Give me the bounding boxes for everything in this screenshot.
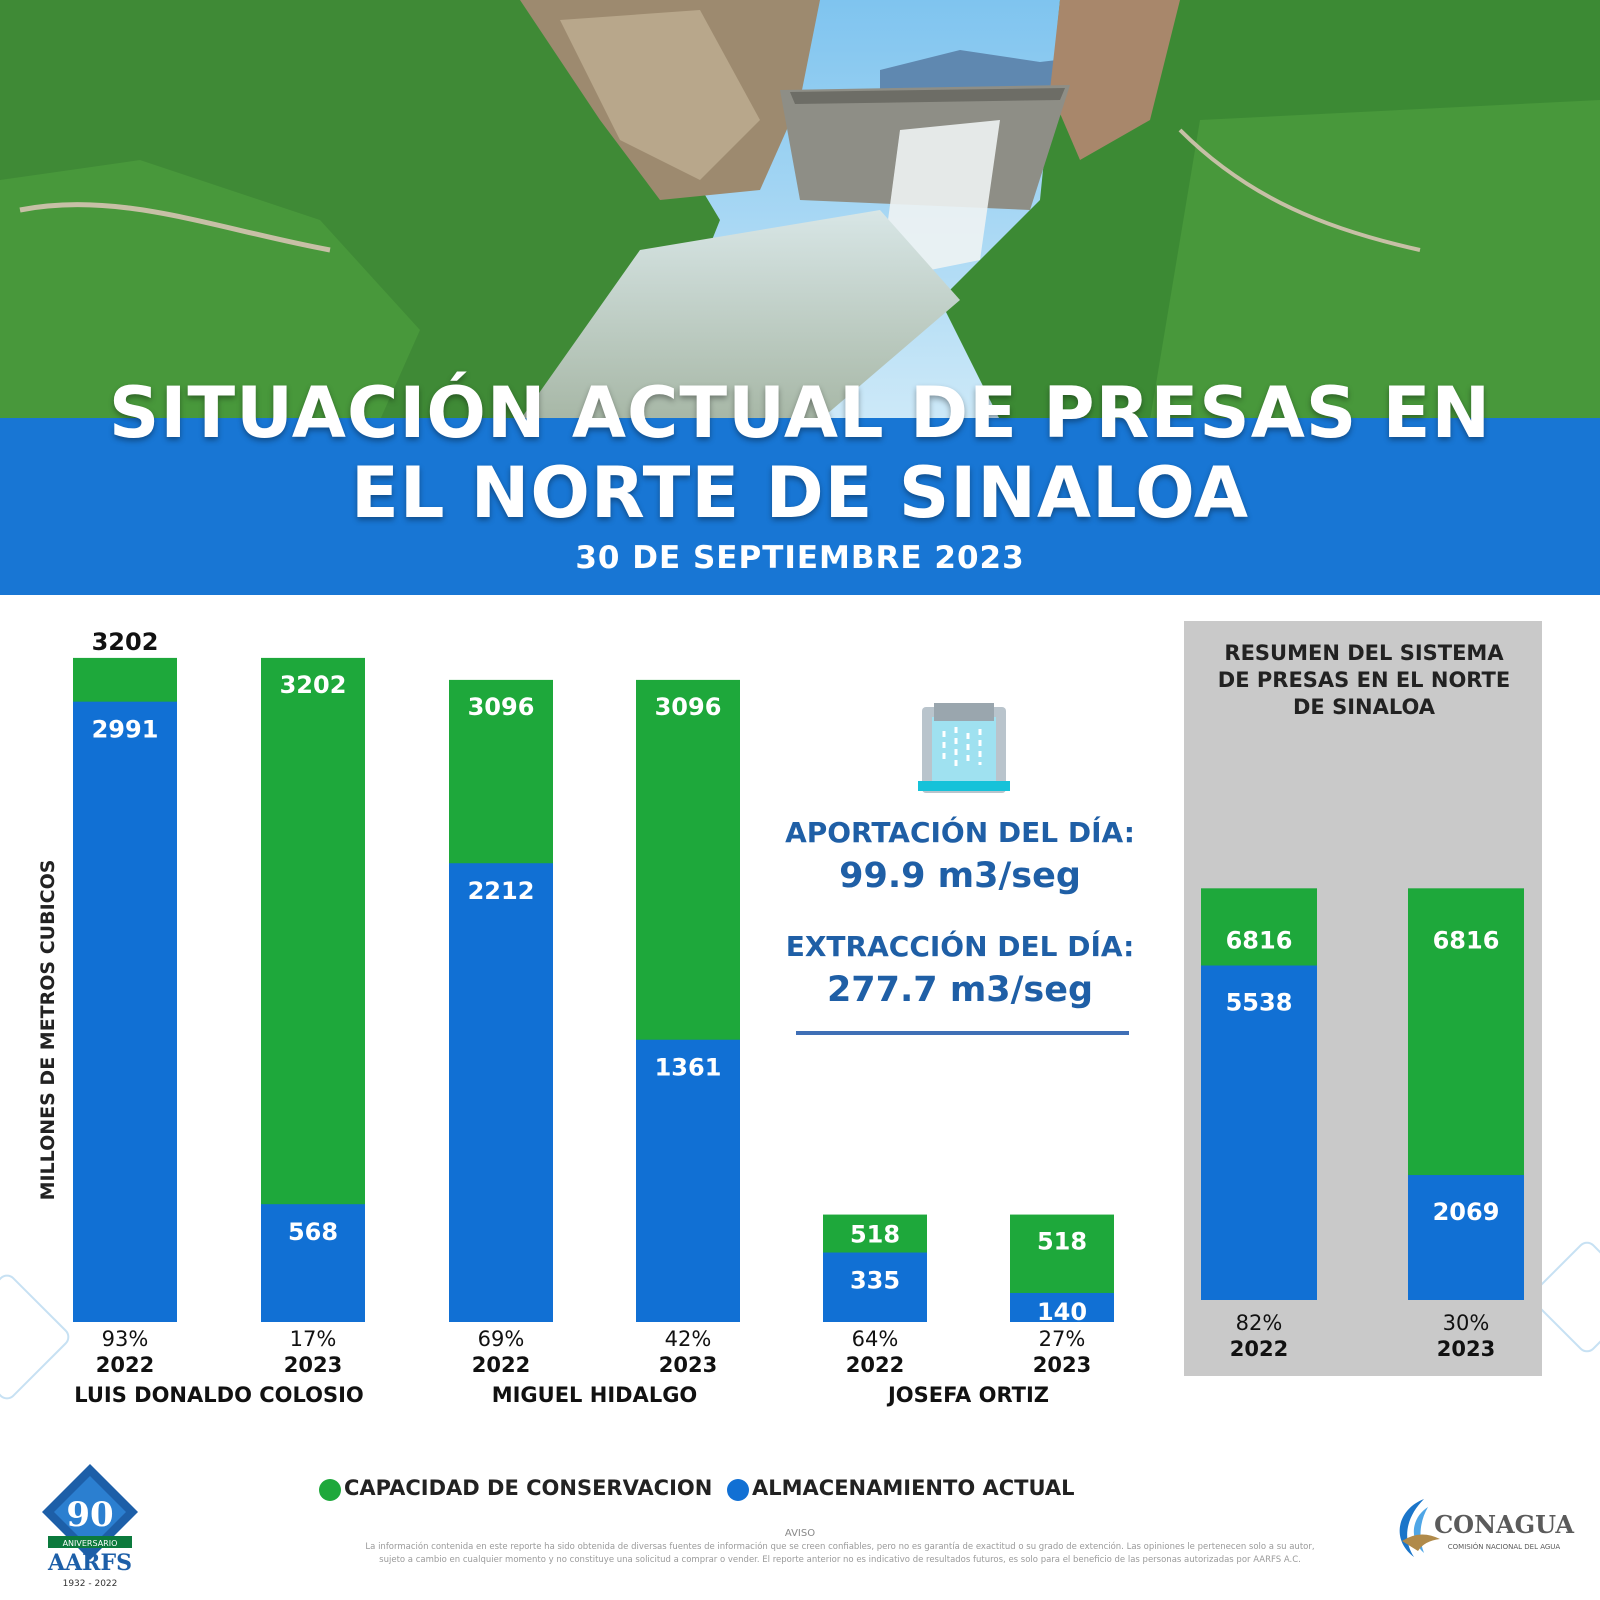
inflow-value: 99.9 m3/seg — [839, 856, 1081, 896]
percent-label: 93% — [102, 1327, 149, 1351]
summary-storage-label: 2069 — [1433, 1198, 1500, 1226]
legend-capacity-label: CAPACIDAD DE CONSERVACION — [344, 1476, 713, 1500]
title-banner — [0, 418, 1600, 595]
summary-percent-label: 82% — [1236, 1311, 1283, 1335]
summary-year-label: 2023 — [1437, 1337, 1495, 1361]
summary-title-line-2: DE PRESAS EN EL NORTE — [1217, 668, 1511, 692]
hero-dam-photo — [0, 0, 1600, 420]
year-label: 2023 — [284, 1353, 342, 1377]
y-axis-title: MILLONES DE METROS CUBICOS — [37, 859, 59, 1201]
storage-value-label: 2212 — [468, 877, 535, 905]
dam-name-label: JOSEFA ORTIZ — [886, 1383, 1049, 1407]
year-label: 2023 — [659, 1353, 717, 1377]
summary-storage-bar — [1201, 965, 1317, 1300]
storage-value-label: 140 — [1037, 1298, 1087, 1326]
bars-layer — [73, 657, 1524, 1322]
aarfs-logo-number: 90 — [66, 1495, 113, 1535]
year-label: 2023 — [1033, 1353, 1091, 1377]
summary-percent-label: 30% — [1443, 1311, 1490, 1335]
summary-storage-label: 5538 — [1226, 989, 1293, 1017]
aviso-title: AVISO — [784, 1528, 816, 1539]
storage-value-label: 568 — [288, 1218, 338, 1246]
dam-icon — [918, 703, 1010, 793]
capacity-value-label: 3096 — [468, 693, 535, 721]
conagua-logo-name: CONAGUA — [1434, 1510, 1574, 1539]
storage-value-label: 1361 — [655, 1054, 722, 1082]
summary-year-label: 2022 — [1230, 1337, 1288, 1361]
percent-label: 17% — [290, 1327, 337, 1351]
percent-label: 27% — [1039, 1327, 1086, 1351]
summary-capacity-label: 6816 — [1433, 926, 1500, 954]
year-label: 2022 — [96, 1353, 154, 1377]
year-label: 2022 — [472, 1353, 530, 1377]
inflow-label: APORTACIÓN DEL DÍA: — [785, 816, 1135, 849]
storage-bar — [261, 1204, 365, 1322]
dam-name-label: MIGUEL HIDALGO — [492, 1383, 698, 1407]
storage-bar — [636, 1039, 740, 1322]
conagua-logo-sub: COMISIÓN NACIONAL DEL AGUA — [1448, 1542, 1561, 1551]
title-line-2: EL NORTE DE SINALOA — [351, 452, 1249, 534]
percent-label: 42% — [665, 1327, 712, 1351]
report-date: 30 DE SEPTIEMBRE 2023 — [575, 540, 1025, 576]
aarfs-logo: 90 ANIVERSARIO AARFS 1932 - 2022 — [40, 1462, 140, 1592]
capacity-value-label: 3202 — [92, 628, 159, 656]
summary-storage-bar — [1408, 1175, 1524, 1300]
capacity-value-label: 3096 — [655, 693, 722, 721]
aarfs-logo-years: 1932 - 2022 — [63, 1579, 118, 1589]
percent-label: 64% — [852, 1327, 899, 1351]
aarfs-logo-name: AARFS — [47, 1550, 132, 1576]
storage-bar — [449, 863, 553, 1322]
year-label: 2022 — [846, 1353, 904, 1377]
capacity-value-label: 3202 — [280, 671, 347, 699]
aviso-text: La información contenida en este reporte… — [365, 1542, 1315, 1565]
capacity-value-label: 518 — [1037, 1228, 1087, 1256]
dam-name-label: LUIS DONALDO COLOSIO — [74, 1383, 364, 1407]
storage-value-label: 335 — [850, 1267, 900, 1295]
legend-capacity-dot — [319, 1479, 341, 1501]
title-line-1: SITUACIÓN ACTUAL DE PRESAS EN — [108, 372, 1492, 454]
capacity-value-label: 518 — [850, 1221, 900, 1249]
storage-bar — [73, 701, 177, 1322]
outflow-value: 277.7 m3/seg — [826, 970, 1094, 1010]
outflow-label: EXTRACCIÓN DEL DÍA: — [785, 930, 1135, 963]
summary-capacity-label: 6816 — [1226, 926, 1293, 954]
legend-storage-label: ALMACENAMIENTO ACTUAL — [752, 1476, 1075, 1500]
storage-bar — [1010, 1292, 1114, 1322]
conagua-logo: CONAGUA COMISIÓN NACIONAL DEL AGUA — [1384, 1495, 1584, 1565]
percent-label: 69% — [478, 1327, 525, 1351]
storage-bar — [823, 1252, 927, 1322]
aarfs-logo-sub: ANIVERSARIO — [63, 1539, 118, 1548]
summary-title-line-1: RESUMEN DEL SISTEMA — [1224, 641, 1504, 665]
summary-title-line-3: DE SINALOA — [1292, 695, 1436, 719]
summary-title: RESUMEN DEL SISTEMA DE PRESAS EN EL NORT… — [1184, 640, 1544, 721]
storage-value-label: 2991 — [92, 716, 159, 744]
legend-storage-dot — [727, 1479, 749, 1501]
